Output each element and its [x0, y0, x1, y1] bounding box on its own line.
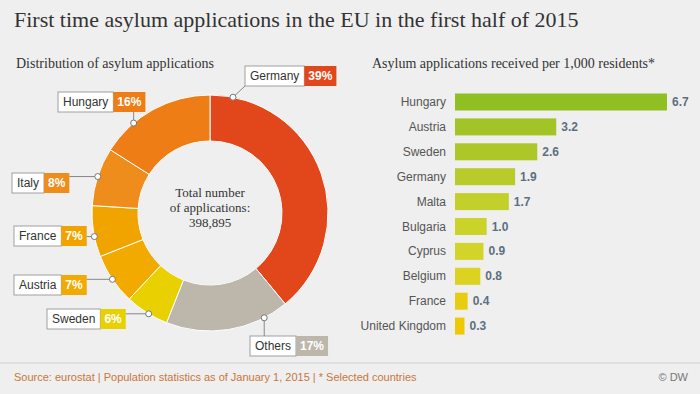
category-label: Bulgaria [402, 220, 446, 234]
slice-label: Sweden 6% [47, 309, 126, 329]
category-label: Hungary [401, 95, 446, 109]
chart-canvas: First time asylum applications in the EU… [0, 0, 700, 394]
leader-dot [261, 315, 267, 321]
bar [455, 94, 667, 111]
bar [455, 268, 480, 285]
slice-name: Hungary [63, 95, 108, 109]
donut [92, 95, 328, 331]
leader-dot [131, 120, 137, 126]
center-label: Total numberof applications: [170, 185, 251, 215]
leader-dot [109, 276, 115, 282]
center-total: 398,895 [189, 215, 231, 230]
bar [455, 218, 487, 235]
donut-hole [138, 141, 282, 285]
slice-label: Germany 39% [245, 66, 336, 86]
value-label: 0.9 [488, 244, 505, 258]
label-box [245, 66, 304, 86]
credit: © DW [659, 371, 689, 383]
category-label: Germany [397, 170, 446, 184]
bar [455, 193, 509, 210]
slice-value: 16% [117, 95, 141, 109]
slice-label: Italy 8% [12, 173, 69, 193]
value-label: 6.7 [672, 95, 689, 109]
value-label: 0.4 [473, 294, 490, 308]
category-label: United Kingdom [361, 319, 446, 333]
label-box [58, 92, 113, 112]
main-title: First time asylum applications in the EU… [14, 7, 579, 32]
slice-value: 39% [308, 69, 332, 83]
category-label: France [409, 294, 447, 308]
label-value-box [113, 92, 145, 112]
source-note: Source: eurostat | Population statistics… [14, 371, 417, 383]
leader-line [87, 279, 113, 280]
value-label: 2.6 [542, 145, 559, 159]
bar [455, 243, 483, 260]
slice-value: 8% [48, 176, 66, 190]
value-label: 1.9 [520, 170, 537, 184]
label-box [250, 336, 296, 356]
label-box [47, 309, 100, 329]
slice-value: 6% [104, 312, 122, 326]
slice-name: Germany [250, 69, 299, 83]
slice-name: Others [255, 339, 291, 353]
leader-dot [91, 234, 97, 240]
footer-rule [0, 363, 700, 364]
label-value-box [296, 336, 328, 356]
slice-name: Italy [17, 176, 39, 190]
bar [455, 293, 468, 310]
slice-label: France 7% [14, 226, 87, 246]
center-label-line: Total number [175, 185, 245, 200]
leader-dot [146, 311, 152, 317]
slice-name: Sweden [52, 312, 95, 326]
bars [455, 94, 667, 335]
slice-name: Austria [19, 278, 57, 292]
label-value-box [61, 275, 86, 295]
slice-label: Hungary 16% [58, 92, 145, 112]
leader-line [69, 176, 97, 177]
donut-slice [92, 206, 143, 257]
value-label: 1.0 [492, 220, 509, 234]
leader-dot [230, 94, 236, 100]
value-label: 3.2 [561, 120, 578, 134]
label-value-box [304, 66, 336, 86]
bar [455, 143, 537, 160]
label-box [12, 173, 44, 193]
background [0, 0, 700, 394]
slice-label: Austria 7% [14, 275, 87, 295]
bar [455, 168, 515, 185]
chart-subtitle: Distribution of asylum applications [16, 56, 214, 71]
label-box [14, 226, 61, 246]
category-label: Austria [409, 120, 447, 134]
bar [455, 118, 556, 135]
center-label-line: of applications: [170, 200, 251, 215]
leader-dot [95, 174, 101, 180]
slice-labels: Germany39%Others17%Sweden6%Austria7%Fran… [12, 66, 336, 356]
category-label: Malta [417, 195, 447, 209]
slice-value: 7% [65, 229, 83, 243]
slice-label: Others 17% [250, 336, 328, 356]
value-label: 0.8 [485, 269, 502, 283]
chart-subtitle: Asylum applications received per 1,000 r… [372, 56, 655, 71]
bar [455, 318, 464, 335]
slice-name: France [19, 229, 57, 243]
label-value-box [100, 309, 125, 329]
value-label: 0.3 [469, 319, 486, 333]
category-label: Sweden [403, 145, 446, 159]
value-label: 1.7 [514, 195, 531, 209]
category-label: Cyprus [408, 244, 446, 258]
label-box [14, 275, 61, 295]
slice-value: 7% [65, 278, 83, 292]
category-label: Belgium [403, 269, 446, 283]
label-value-box [44, 173, 69, 193]
label-value-box [61, 226, 86, 246]
slice-value: 17% [300, 339, 324, 353]
